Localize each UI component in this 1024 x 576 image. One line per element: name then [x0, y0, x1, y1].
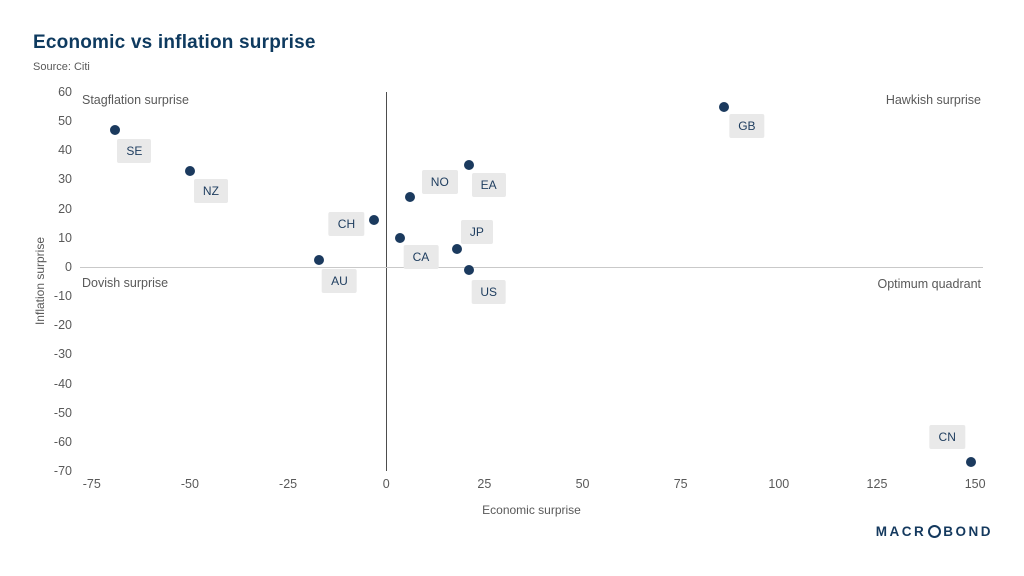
y-tick-label: 50	[58, 114, 72, 129]
x-tick-label: 0	[382, 477, 390, 491]
x-tick-label: 75	[673, 477, 688, 491]
y-axis-zero-line	[386, 92, 388, 471]
y-tick-label: -50	[53, 405, 72, 420]
data-point-label-jp: JP	[460, 220, 493, 245]
x-tick-label: -75	[82, 477, 101, 491]
y-tick-label: 0	[65, 259, 72, 274]
data-point-label-au: AU	[322, 268, 357, 293]
y-tick-label: 30	[58, 172, 72, 187]
x-axis-zero-line	[80, 266, 983, 268]
data-point-jp	[451, 244, 462, 255]
data-point-gb	[718, 101, 729, 112]
y-tick-label: 20	[58, 201, 72, 216]
x-tick-label: -25	[279, 477, 298, 491]
data-point-us	[463, 264, 474, 275]
data-point-label-cn: CN	[929, 425, 965, 450]
data-point-label-no: NO	[421, 169, 458, 194]
y-tick-label: -60	[53, 434, 72, 449]
data-point-nz	[184, 165, 195, 176]
chart-title: Economic vs inflation surprise	[33, 32, 316, 53]
data-point-se	[110, 124, 121, 135]
data-point-label-us: US	[471, 279, 507, 304]
data-point-label-nz: NZ	[193, 178, 228, 203]
x-tick-label: 100	[768, 477, 790, 491]
logo-text-right: BOND	[943, 524, 993, 539]
logo-circle-icon	[928, 525, 942, 538]
data-point-label-ca: CA	[403, 244, 439, 269]
y-tick-label: -10	[53, 289, 72, 304]
y-tick-label: -70	[53, 464, 72, 478]
chart-source: Source: Citi	[33, 61, 90, 73]
quadrant-label-stagflation: Stagflation surprise	[82, 93, 190, 107]
data-point-au	[314, 254, 325, 265]
data-point-label-gb: GB	[729, 113, 765, 138]
y-tick-label: 10	[58, 230, 72, 245]
plot-area: Stagflation surprise Hawkish surprise Do…	[54, 85, 986, 517]
data-point-ea	[463, 159, 474, 170]
data-point-label-se: SE	[117, 138, 152, 163]
x-tick-label: 25	[477, 477, 492, 491]
data-point-label-ea: EA	[471, 172, 506, 197]
x-tick-label: 50	[575, 477, 590, 491]
quadrant-label-hawkish: Hawkish surprise	[885, 93, 981, 107]
quadrant-label-optimum: Optimum quadrant	[877, 277, 981, 291]
y-tick-label: 40	[58, 143, 72, 158]
data-point-no	[404, 191, 415, 202]
quadrant-label-dovish: Dovish surprise	[82, 276, 169, 290]
x-axis-title: Economic surprise	[482, 503, 581, 517]
data-point-ca	[394, 232, 405, 243]
y-tick-label: 60	[58, 85, 72, 99]
logo-text-left: MACR	[875, 524, 927, 539]
x-tick-label: 150	[964, 477, 986, 491]
x-tick-label: -50	[180, 477, 199, 491]
y-axis-title: Inflation surprise	[33, 236, 47, 326]
y-tick-label: -40	[53, 376, 72, 391]
data-point-label-ch: CH	[328, 212, 365, 237]
data-point-cn	[966, 457, 977, 468]
y-tick-label: -20	[53, 318, 72, 333]
macrobond-logo: MACR BOND	[876, 524, 993, 539]
data-point-ch	[369, 215, 380, 226]
y-tick-label: -30	[53, 347, 72, 362]
x-tick-label: 125	[866, 477, 888, 491]
